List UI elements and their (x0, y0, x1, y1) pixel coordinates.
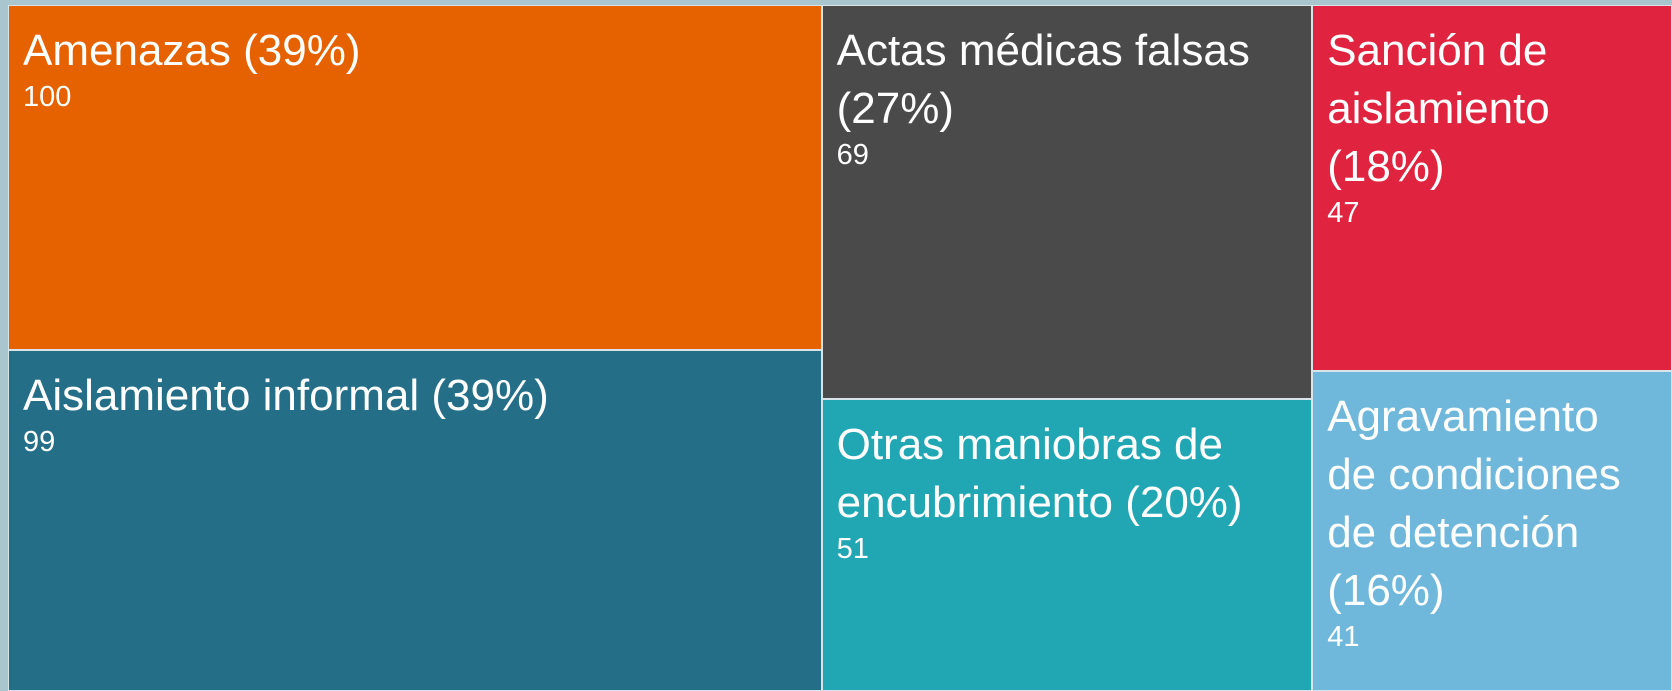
treemap-cell: Agravamiento de condiciones de detención… (1312, 371, 1672, 691)
value-label: 51 (836, 533, 869, 566)
treemap-cell: Actas médicas falsas (27%) 69 (821, 5, 1313, 400)
value-label: 69 (836, 139, 869, 171)
cell-label: Actas médicas falsas (27%) (836, 26, 1250, 133)
value-label: 100 (23, 81, 72, 113)
cell-label: Otras maniobras de encubrimiento (20%) (836, 420, 1243, 528)
treemap-cell: Amenazas (39%) 100 (8, 5, 822, 350)
cell-label: Sanción de aislamiento (18%) (1327, 26, 1550, 191)
treemap-cell: Otras maniobras de encubrimiento (20%) 51 (821, 399, 1313, 691)
cell-label: Aislamiento informal (39%) (23, 370, 549, 420)
value-label: 47 (1327, 197, 1360, 229)
cell-label: Agravamiento de condiciones de detención… (1327, 392, 1621, 616)
treemap-cell: Sanción de aislamiento (18%) 47 (1312, 5, 1672, 372)
treemap-cell: Aislamiento informal (39%) 99 (8, 349, 822, 691)
value-label: 99 (23, 425, 56, 458)
value-label: 41 (1327, 621, 1360, 654)
cell-label: Amenazas (39%) (23, 26, 361, 75)
